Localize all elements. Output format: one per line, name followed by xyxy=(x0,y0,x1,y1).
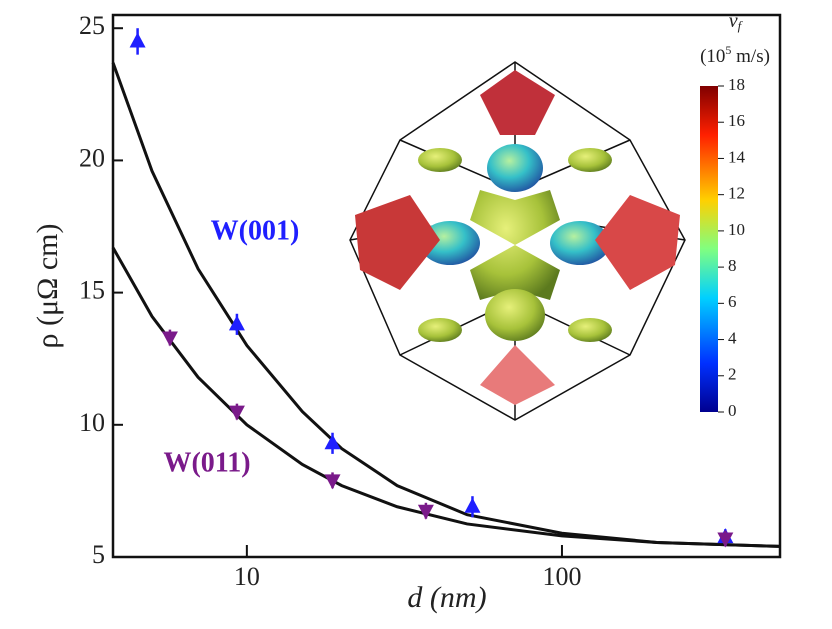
colorbar-label: vf xyxy=(729,10,744,33)
colorbar-tick-label: 10 xyxy=(728,220,745,239)
fit-line xyxy=(111,62,781,548)
series-label: W(011) xyxy=(163,447,250,478)
y-tick-label: 15 xyxy=(79,276,105,305)
colorbar-label-sub: f xyxy=(738,18,744,33)
data-point xyxy=(717,532,734,548)
colorbar-unit: (105 m/s) xyxy=(700,43,770,68)
y-axis-label: ρ (μΩ cm) xyxy=(31,224,64,349)
data-point xyxy=(324,474,341,490)
y-tick-label: 10 xyxy=(79,408,105,437)
data-point xyxy=(228,315,245,331)
colorbar-tick-label: 16 xyxy=(728,111,745,130)
colorbar-unit-rest: m/s) xyxy=(731,46,770,67)
colorbar xyxy=(700,86,718,412)
colorbar-tick-label: 0 xyxy=(728,401,737,420)
colorbar-tick-label: 6 xyxy=(728,292,737,311)
data-point xyxy=(161,331,178,347)
x-tick-label: 10 xyxy=(234,562,260,591)
data-point xyxy=(464,497,481,513)
data-point xyxy=(228,405,245,421)
colorbar-label-main: v xyxy=(729,10,738,32)
y-tick-label: 20 xyxy=(79,143,105,172)
data-point xyxy=(324,434,341,450)
x-tick-label: 100 xyxy=(542,562,581,591)
colorbar-tick-label: 12 xyxy=(728,184,745,203)
colorbar-tick-label: 8 xyxy=(728,256,737,275)
x-axis-label: d (nm) xyxy=(407,581,486,614)
data-point xyxy=(417,504,434,520)
plot-frame xyxy=(111,13,782,559)
data-point xyxy=(129,32,146,48)
colorbar-unit-open: (10 xyxy=(700,46,725,67)
colorbar-tick-label: 14 xyxy=(728,147,746,166)
y-tick-label: 25 xyxy=(79,11,105,40)
y-tick-label: 5 xyxy=(92,540,105,569)
colorbar-tick-label: 2 xyxy=(728,365,737,384)
colorbar-tick-label: 4 xyxy=(728,328,737,347)
colorbar-unit-sup: 5 xyxy=(725,43,731,57)
fit-line xyxy=(111,246,781,548)
series-label: W(001) xyxy=(211,215,300,246)
fermi-pockets xyxy=(355,70,680,405)
colorbar-tick-label: 18 xyxy=(728,75,745,94)
